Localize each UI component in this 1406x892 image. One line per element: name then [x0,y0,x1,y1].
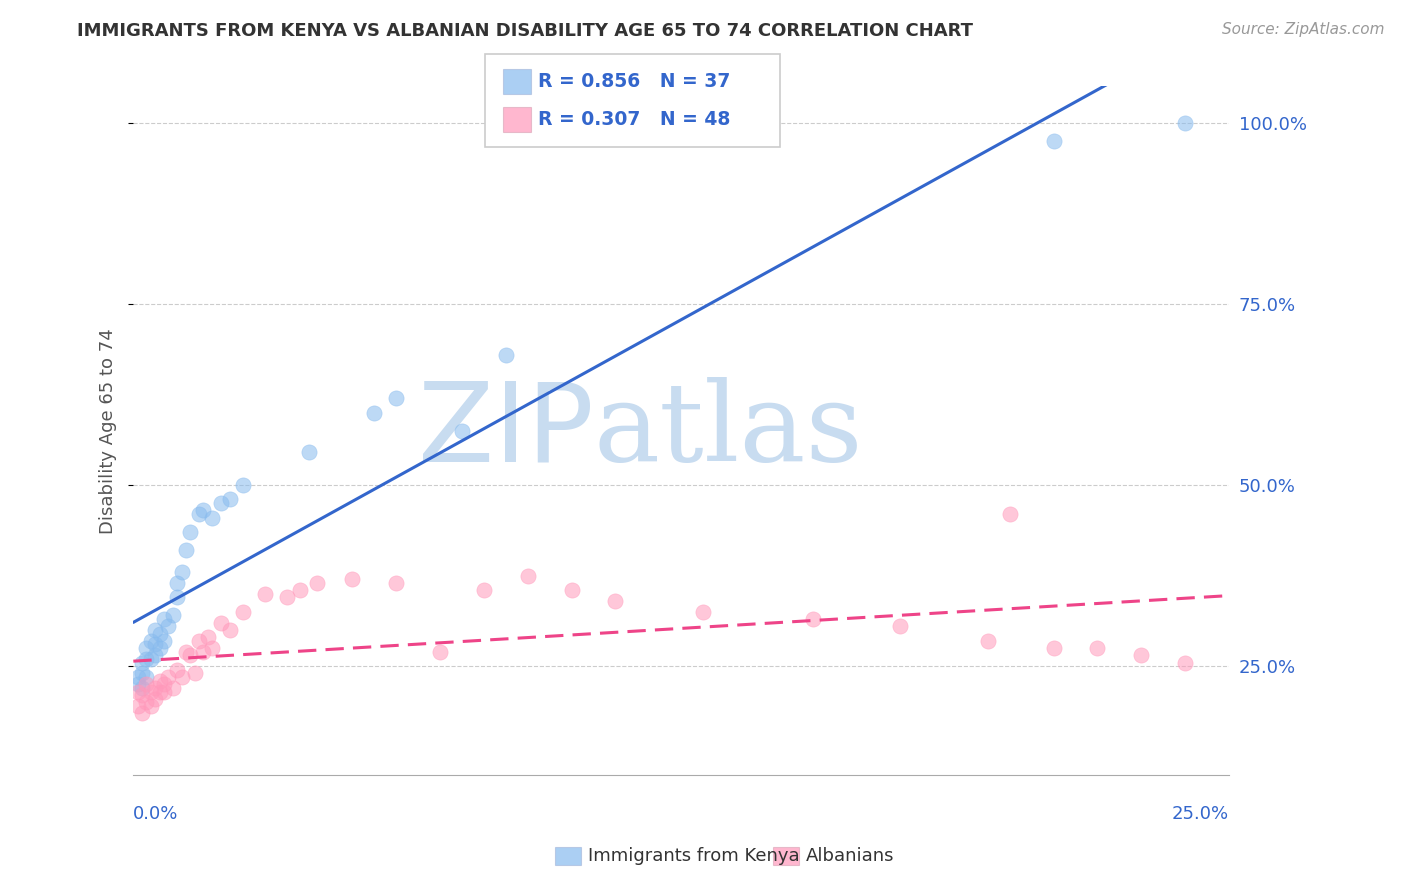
Point [157,619,180,633]
Point [692,605,714,619]
Point [149,626,172,640]
Point [179,525,201,540]
Point [188,507,211,521]
Point [288,583,311,598]
Point [342,572,364,586]
Text: 25.0%: 25.0% [1171,805,1229,823]
Point [131,681,153,695]
Point [1087,641,1109,656]
Point [135,670,157,684]
Point [153,612,176,626]
Point [201,510,224,524]
Point [131,706,153,721]
Point [385,391,408,405]
Point [1174,656,1197,670]
Point [135,641,157,656]
Point [1042,134,1064,148]
Point [1174,115,1197,129]
Point [153,633,176,648]
Point [183,666,205,681]
Point [135,652,157,666]
Point [385,575,408,590]
Point [166,591,188,605]
Point [605,594,627,608]
Point [561,583,583,598]
Text: Immigrants from Kenya: Immigrants from Kenya [588,847,800,865]
Point [143,648,166,663]
Point [801,612,824,626]
Point [139,633,162,648]
Text: IMMIGRANTS FROM KENYA VS ALBANIAN DISABILITY AGE 65 TO 74 CORRELATION CHART: IMMIGRANTS FROM KENYA VS ALBANIAN DISABI… [77,22,973,40]
Point [149,684,172,698]
Point [209,496,232,510]
Point [139,684,162,698]
Point [197,630,219,644]
Point [451,424,474,438]
Point [218,623,240,637]
Point [495,347,517,361]
Point [201,641,224,656]
Point [139,652,162,666]
Point [276,591,298,605]
Point [153,684,176,698]
Point [193,503,215,517]
Point [127,699,149,714]
Text: R = 0.307   N = 48: R = 0.307 N = 48 [538,110,731,129]
Text: R = 0.856   N = 37: R = 0.856 N = 37 [538,71,731,91]
Point [193,645,215,659]
Point [1130,648,1153,663]
Point [889,619,911,633]
Point [179,648,201,663]
Point [170,565,193,579]
Point [253,587,276,601]
Point [209,615,232,630]
Point [188,633,211,648]
Point [143,691,166,706]
Point [131,656,153,670]
Point [157,670,180,684]
Point [139,699,162,714]
Point [135,695,157,709]
Text: atlas: atlas [593,377,863,484]
Point [149,641,172,656]
Point [174,543,197,558]
Point [149,673,172,688]
Point [166,663,188,677]
Y-axis label: Disability Age 65 to 74: Disability Age 65 to 74 [100,327,117,533]
Point [429,645,451,659]
Point [135,677,157,691]
Point [232,605,254,619]
Text: 0.0%: 0.0% [134,805,179,823]
Text: ZIP: ZIP [418,377,593,484]
Text: Albanians: Albanians [806,847,894,865]
Point [166,575,188,590]
Point [363,405,385,419]
Point [143,623,166,637]
Point [516,568,538,582]
Point [143,637,166,651]
Point [162,608,184,623]
Point [298,445,321,459]
Point [174,645,197,659]
Point [153,677,176,691]
Text: Source: ZipAtlas.com: Source: ZipAtlas.com [1222,22,1385,37]
Point [131,666,153,681]
Point [232,478,254,492]
Point [472,583,495,598]
Point [170,670,193,684]
Point [1042,641,1064,656]
Point [127,670,149,684]
Point [998,507,1021,521]
Point [218,492,240,507]
Point [977,633,1000,648]
Point [131,688,153,702]
Point [307,575,329,590]
Point [127,684,149,698]
Point [127,677,149,691]
Point [162,681,184,695]
Point [143,681,166,695]
